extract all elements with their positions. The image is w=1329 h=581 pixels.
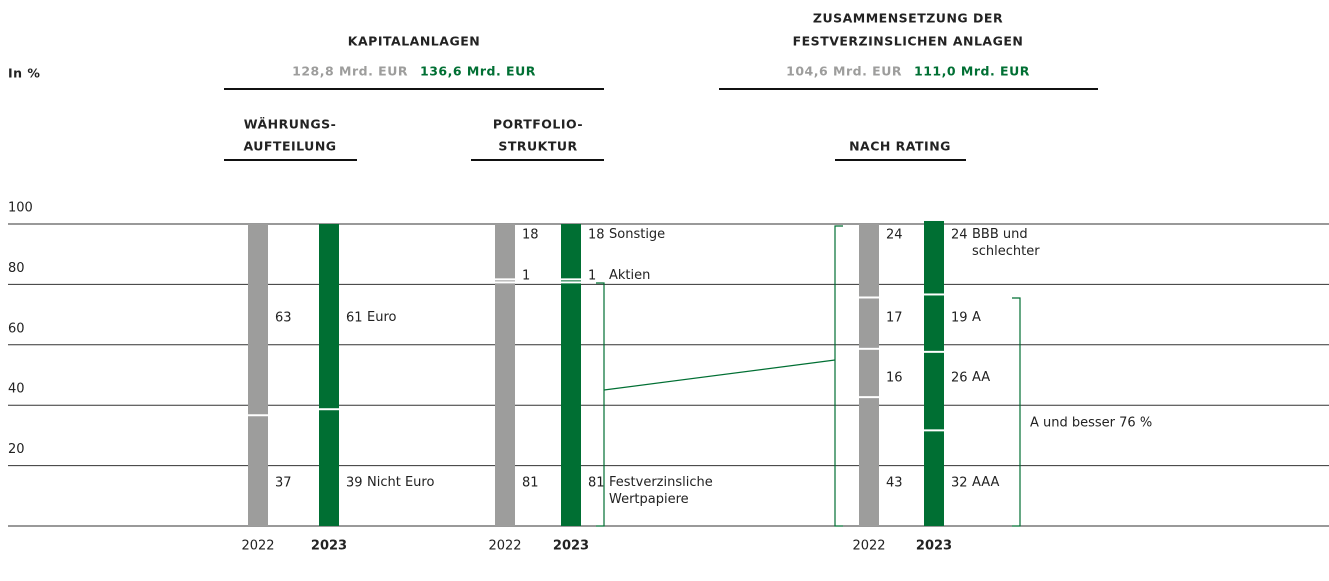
bar-segment [859,349,879,397]
bar-segment [248,224,268,415]
value-label: 18 [522,228,539,243]
series-label: BBB und schlechter [972,227,1040,259]
series-label: Nicht Euro [367,475,435,490]
x-tick-label: 2023 [311,539,347,554]
value-label: 81 [522,476,539,491]
bar-segment [561,283,581,526]
value-label: 32 [951,476,968,491]
value-label: 24 [886,228,903,243]
bar-segment [924,295,944,351]
bar-segment [248,416,268,526]
bar-segment [319,224,339,409]
bar-segment [495,283,515,526]
bar-segment [495,280,515,282]
x-tick-label: 2023 [553,539,589,554]
bracket [834,225,843,527]
series-label: AA [972,370,991,385]
value-label: 81 [588,476,605,491]
chart-title: AUFTEILUNG [243,139,336,154]
bar-segment [859,298,879,348]
value-label: 24 [951,228,968,243]
x-tick-label: 2022 [488,539,521,554]
bar-segment [924,220,944,294]
section-title: FESTVERZINSLICHEN ANLAGEN [793,34,1024,49]
bar-segment [924,431,944,526]
section-title: KAPITALANLAGEN [348,34,480,49]
chart-title: STRUKTUR [498,139,577,154]
bar-segment [495,224,515,279]
series-label: Festverzinsliche Wertpapiere [609,475,713,507]
y-tick-label: 40 [8,382,25,397]
series-label: Sonstige [609,227,666,242]
section-total: 111,0 Mrd. EUR [914,64,1030,79]
value-label: 18 [588,228,605,243]
series-label: AAA [972,475,1000,490]
bar-segment [561,224,581,279]
x-tick-label: 2023 [916,539,952,554]
section-total: 128,8 Mrd. EUR [292,64,408,79]
value-label: 16 [886,371,903,386]
value-label: 61 [346,311,363,326]
series-label: Aktien [609,268,651,283]
bar-segment [924,352,944,430]
value-label: 37 [275,476,292,491]
x-tick-label: 2022 [241,539,274,554]
value-label: 17 [886,311,903,326]
chart-title: PORTFOLIO- [493,117,583,132]
value-label: 19 [951,311,968,326]
chart-title: NACH RATING [849,139,951,154]
annotation: A und besser 76 % [1030,416,1152,431]
value-label: 26 [951,371,968,386]
bar-segment [859,224,879,297]
series-label: A [972,310,981,325]
y-tick-label: 60 [8,321,25,336]
x-tick-label: 2022 [852,539,885,554]
section-total: 136,6 Mrd. EUR [420,64,536,79]
value-label: 1 [522,269,530,284]
value-label: 63 [275,311,292,326]
series-label: Euro [367,310,397,325]
section-total: 104,6 Mrd. EUR [786,64,902,79]
bar-segment [859,398,879,526]
value-label: 43 [886,476,903,491]
y-tick-label: 100 [8,201,33,216]
value-label: 1 [588,269,596,284]
bracket [1012,297,1021,527]
bar-segment [561,280,581,282]
y-tick-label: 80 [8,261,25,276]
value-label: 39 [346,476,363,491]
connector [603,359,836,391]
section-title: ZUSAMMENSETZUNG DER [813,11,1003,26]
chart-title: WÄHRUNGS- [244,117,337,132]
y-tick-label: 20 [8,442,25,457]
bar-segment [319,410,339,526]
bracket [596,282,605,527]
unit-label: In % [8,66,40,81]
